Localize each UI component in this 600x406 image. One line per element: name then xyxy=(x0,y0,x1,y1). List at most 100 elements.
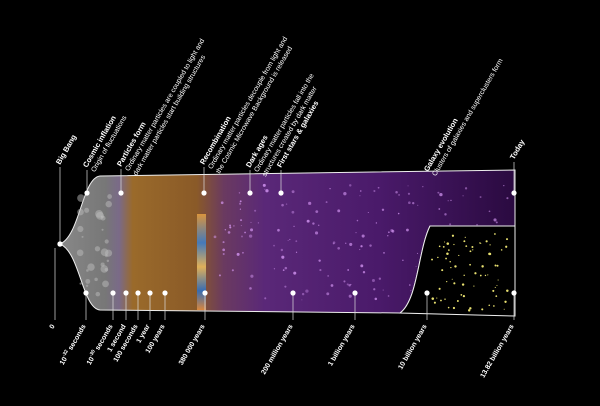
speck xyxy=(345,242,347,244)
galaxy xyxy=(474,272,477,275)
speck xyxy=(407,192,411,195)
galaxy xyxy=(451,278,453,280)
galaxy xyxy=(473,285,475,287)
speck xyxy=(250,274,254,278)
galaxy xyxy=(442,245,445,248)
galaxy xyxy=(494,264,497,267)
speck xyxy=(301,299,303,301)
speck xyxy=(257,222,260,224)
event-dot xyxy=(278,190,284,196)
speck xyxy=(273,244,275,247)
speck xyxy=(222,248,226,252)
galaxy xyxy=(481,308,484,311)
galaxy xyxy=(452,306,456,310)
galaxy xyxy=(488,304,491,307)
speck xyxy=(315,210,319,214)
galaxy xyxy=(438,287,441,290)
speck xyxy=(375,222,378,224)
speck xyxy=(242,251,244,254)
speck xyxy=(371,279,375,283)
galaxy xyxy=(497,279,499,281)
fluctuation xyxy=(77,194,85,202)
fluctuation xyxy=(85,284,89,288)
fluctuation xyxy=(106,259,110,263)
fluctuation xyxy=(94,246,101,252)
fluctuation xyxy=(104,239,109,244)
time-label: 380 000 years xyxy=(178,323,207,366)
event-dot xyxy=(511,190,517,196)
galaxy xyxy=(446,281,448,283)
speck xyxy=(291,210,295,214)
speck xyxy=(373,288,376,291)
galaxy xyxy=(460,294,463,296)
galaxy xyxy=(479,274,482,277)
speck xyxy=(337,246,340,250)
speck xyxy=(410,290,412,292)
speck xyxy=(349,184,352,187)
speck xyxy=(408,201,411,205)
galaxy xyxy=(461,283,465,286)
time-label: 10-32seconds xyxy=(57,322,88,366)
time-base: 10 xyxy=(86,356,96,366)
speck xyxy=(355,232,357,234)
galaxy xyxy=(506,289,509,292)
galaxy-dots xyxy=(76,183,509,312)
galaxy xyxy=(488,252,491,256)
speck xyxy=(227,231,231,234)
fluctuation xyxy=(100,265,109,273)
galaxy xyxy=(441,269,444,272)
speck xyxy=(238,192,241,194)
speck xyxy=(329,188,331,190)
speck xyxy=(281,255,285,259)
speck xyxy=(488,210,491,213)
galaxy xyxy=(481,265,484,268)
galaxy xyxy=(448,249,450,251)
speck xyxy=(285,203,288,205)
speck xyxy=(374,297,378,301)
time-dot xyxy=(162,290,168,296)
galaxy xyxy=(444,298,446,300)
speck xyxy=(444,213,447,216)
speck xyxy=(330,284,334,287)
speck xyxy=(318,259,321,262)
galaxy xyxy=(485,240,488,243)
fluctuation xyxy=(85,278,91,284)
event-label: Galaxy evolutionClusters of galaxies and… xyxy=(422,52,505,177)
speck xyxy=(213,235,217,239)
galaxy xyxy=(437,256,439,259)
speck xyxy=(277,228,280,232)
speck xyxy=(346,283,349,286)
time-label: 13.82 billion years xyxy=(480,323,516,379)
speck xyxy=(343,192,347,196)
event-dot xyxy=(247,190,253,196)
speck xyxy=(248,234,253,238)
event-label: Today xyxy=(508,137,527,161)
fluctuation xyxy=(76,249,84,257)
speck xyxy=(377,186,380,189)
galaxy xyxy=(489,244,491,246)
galaxy xyxy=(467,309,471,312)
galaxy xyxy=(471,245,474,248)
speck xyxy=(412,201,415,205)
time-label: 10 billion years xyxy=(397,323,428,370)
time-dot xyxy=(290,290,296,296)
galaxy xyxy=(449,261,451,263)
speck xyxy=(407,185,409,187)
speck xyxy=(312,222,315,225)
galaxy xyxy=(505,245,508,248)
speck xyxy=(387,295,390,297)
speck xyxy=(359,195,361,197)
fluctuation xyxy=(87,263,95,271)
galaxy xyxy=(446,252,449,256)
galaxy xyxy=(484,274,487,277)
speck xyxy=(284,285,287,288)
speck xyxy=(362,271,366,274)
time-dot xyxy=(83,290,89,296)
speck xyxy=(295,251,298,253)
speck xyxy=(244,231,246,234)
guides xyxy=(54,162,517,320)
speck xyxy=(295,240,298,243)
fluctuation xyxy=(84,207,90,213)
speck xyxy=(249,287,252,290)
